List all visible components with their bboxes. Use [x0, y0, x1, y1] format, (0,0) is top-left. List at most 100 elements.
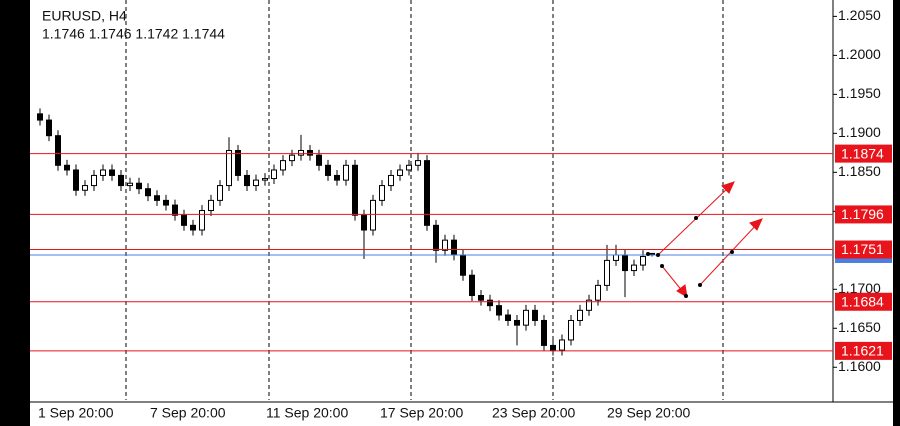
- candle-body: [559, 339, 565, 351]
- candle-body: [604, 259, 610, 286]
- y-tick-label: 1.2000: [838, 46, 881, 62]
- candle-body: [298, 149, 304, 156]
- y-tick-label: 1.1600: [838, 358, 881, 374]
- candle-body: [379, 185, 385, 201]
- level-label: 1.1751: [841, 241, 884, 257]
- level-label: 1.1874: [841, 145, 884, 161]
- y-tick-label: 1.2050: [838, 7, 881, 23]
- candle-body: [613, 254, 619, 261]
- candle-body: [397, 169, 403, 176]
- candle-body: [478, 295, 484, 301]
- candle-body: [622, 254, 628, 272]
- candle-body: [91, 174, 97, 187]
- x-tick-label: 11 Sep 20:00: [266, 405, 348, 421]
- candle-body: [451, 239, 457, 256]
- candle-body: [343, 164, 349, 181]
- candle-body: [586, 299, 592, 311]
- candle-body: [532, 309, 538, 321]
- candle-body: [640, 256, 646, 266]
- y-tick-label: 1.1650: [838, 319, 881, 335]
- candle-body: [406, 164, 412, 171]
- candle-body: [64, 164, 70, 171]
- candle-body: [190, 224, 196, 231]
- level-tag: [835, 240, 892, 259]
- right-bezel: [893, 0, 900, 426]
- candle-body: [280, 160, 286, 171]
- x-tick-label: 17 Sep 20:00: [380, 405, 464, 421]
- candle-body: [361, 214, 367, 231]
- candle-body: [82, 185, 88, 191]
- candle-body: [46, 119, 52, 137]
- candle-body: [370, 199, 376, 231]
- candle-body: [487, 299, 493, 307]
- candle-body: [514, 319, 520, 326]
- candle-body: [469, 274, 475, 297]
- candle-body: [595, 284, 601, 301]
- y-tick-label: 1.1950: [838, 85, 881, 101]
- candle-body: [577, 309, 583, 321]
- candle-body: [307, 149, 313, 156]
- candle-body: [244, 174, 250, 187]
- y-tick-label: 1.1900: [838, 124, 881, 140]
- level-tag: [835, 205, 892, 224]
- plot: 1.20501.20001.19501.19001.18501.18001.17…: [30, 7, 892, 421]
- candle-body: [568, 319, 574, 341]
- x-tick-label: 29 Sep 20:00: [607, 405, 691, 421]
- candle-body: [100, 169, 106, 176]
- candle-body: [496, 305, 502, 316]
- candle-body: [631, 264, 637, 272]
- candle-body: [550, 344, 556, 351]
- candle-body: [523, 309, 529, 326]
- candle-body: [388, 174, 394, 187]
- x-tick-label: 1 Sep 20:00: [38, 405, 114, 421]
- candle-body: [334, 174, 340, 181]
- candle-body: [208, 199, 214, 212]
- candle-body: [352, 164, 358, 216]
- x-tick-label: 7 Sep 20:00: [150, 405, 226, 421]
- candle-body: [199, 210, 205, 231]
- candle-body: [424, 160, 430, 226]
- candle-body: [442, 239, 448, 251]
- ohlc-readout: 1.1746 1.1746 1.1742 1.1744: [42, 26, 225, 42]
- candle-body: [73, 169, 79, 191]
- candle-body: [109, 169, 115, 176]
- x-tick-label: 23 Sep 20:00: [492, 405, 576, 421]
- y-tick-label: 1.1700: [838, 280, 881, 296]
- level-label: 1.1621: [841, 343, 884, 359]
- candle-body: [253, 179, 259, 187]
- candle-body: [271, 169, 277, 180]
- candle-body: [181, 214, 187, 226]
- level-label: 1.1796: [841, 206, 884, 222]
- candle-body: [127, 182, 133, 187]
- candle-body: [217, 185, 223, 201]
- candle-body: [541, 319, 547, 346]
- level-tag: [835, 144, 892, 163]
- y-tick-label: 1.1850: [838, 163, 881, 179]
- candle-body: [316, 154, 322, 166]
- candle-body: [136, 182, 142, 190]
- left-bezel: [0, 0, 30, 426]
- level-tag: [835, 292, 892, 311]
- chart-background: [30, 0, 893, 426]
- candle-body: [172, 204, 178, 216]
- candle-body: [325, 164, 331, 176]
- candle-body: [505, 314, 511, 321]
- candle-body: [154, 195, 160, 201]
- candle-body: [226, 149, 232, 187]
- symbol-title: EURUSD, H4: [42, 8, 127, 24]
- candle-body: [55, 135, 61, 166]
- candle-body: [37, 113, 43, 121]
- candle-body: [433, 224, 439, 251]
- candle-body: [235, 149, 241, 176]
- candle-body: [460, 254, 466, 276]
- level-tag: [835, 341, 892, 360]
- trend-arrows: [646, 181, 763, 298]
- level-label: 1.1684: [841, 293, 884, 309]
- candle-body: [163, 199, 169, 206]
- candle-body: [289, 154, 295, 162]
- candle-body: [145, 188, 151, 197]
- candle-body: [262, 178, 268, 181]
- candle-body: [415, 160, 421, 166]
- candle-body: [118, 174, 124, 187]
